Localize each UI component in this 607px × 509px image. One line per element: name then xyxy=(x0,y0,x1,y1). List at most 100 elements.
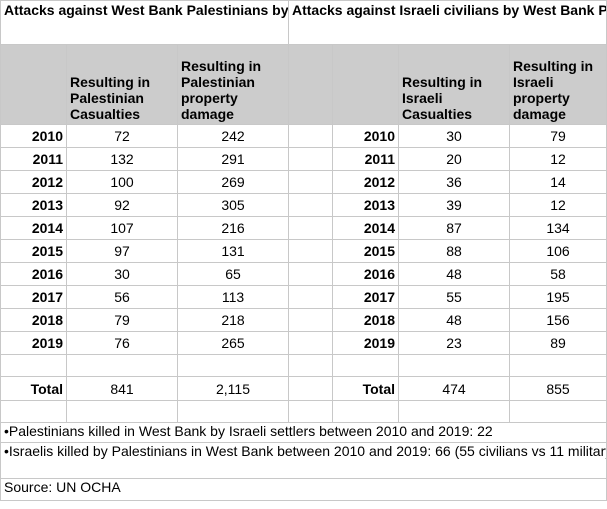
empty-cell[interactable] xyxy=(398,354,510,377)
empty-cell[interactable] xyxy=(332,400,399,423)
right-damage-cell[interactable]: 195 xyxy=(508,285,607,309)
left-casualties-cell[interactable]: 72 xyxy=(66,124,178,148)
left-casualties-header[interactable]: Resulting in Palestinian Casualties xyxy=(66,44,178,125)
right-damage-header[interactable]: Resulting in Israeli property damage xyxy=(508,44,607,125)
empty-cell[interactable] xyxy=(288,193,333,217)
right-damage-cell[interactable]: 156 xyxy=(508,308,607,332)
right-damage-cell[interactable]: 106 xyxy=(508,239,607,263)
left-total-label[interactable]: Total xyxy=(0,376,67,401)
right-year-cell[interactable]: 2011 xyxy=(332,147,399,171)
left-year-cell[interactable]: 2017 xyxy=(0,285,67,309)
right-year-cell[interactable]: 2018 xyxy=(332,308,399,332)
left-damage-cell[interactable]: 131 xyxy=(177,239,289,263)
right-damage-cell[interactable]: 12 xyxy=(508,147,607,171)
empty-cell[interactable] xyxy=(288,147,333,171)
right-year-cell[interactable]: 2019 xyxy=(332,331,399,355)
left-damage-cell[interactable]: 265 xyxy=(177,331,289,355)
right-total-damage[interactable]: 855 xyxy=(508,376,607,401)
empty-cell[interactable] xyxy=(288,170,333,194)
left-damage-cell[interactable]: 291 xyxy=(177,147,289,171)
right-year-cell[interactable]: 2016 xyxy=(332,262,399,286)
left-casualties-cell[interactable]: 97 xyxy=(66,239,178,263)
right-casualties-cell[interactable]: 30 xyxy=(398,124,510,148)
empty-cell[interactable] xyxy=(0,400,67,423)
left-year-cell[interactable]: 2018 xyxy=(0,308,67,332)
left-year-cell[interactable]: 2015 xyxy=(0,239,67,263)
right-damage-cell[interactable]: 134 xyxy=(508,216,607,240)
right-total-label[interactable]: Total xyxy=(332,376,399,401)
empty-cell[interactable] xyxy=(288,239,333,263)
left-casualties-cell[interactable]: 56 xyxy=(66,285,178,309)
left-year-cell[interactable]: 2014 xyxy=(0,216,67,240)
left-damage-cell[interactable]: 216 xyxy=(177,216,289,240)
empty-cell[interactable] xyxy=(66,354,178,377)
note-israelis-killed[interactable]: •Israelis killed by Palestinians in West… xyxy=(0,442,607,479)
left-damage-cell[interactable]: 65 xyxy=(177,262,289,286)
empty-cell[interactable] xyxy=(288,331,333,355)
empty-cell[interactable] xyxy=(66,400,178,423)
left-casualties-cell[interactable]: 107 xyxy=(66,216,178,240)
right-casualties-cell[interactable]: 36 xyxy=(398,170,510,194)
left-casualties-cell[interactable]: 92 xyxy=(66,193,178,217)
left-damage-cell[interactable]: 269 xyxy=(177,170,289,194)
left-damage-cell[interactable]: 218 xyxy=(177,308,289,332)
note-palestinians-killed[interactable]: •Palestinians killed in West Bank by Isr… xyxy=(0,422,607,443)
right-casualties-header[interactable]: Resulting in Israeli Casualties xyxy=(398,44,510,125)
empty-cell[interactable] xyxy=(288,216,333,240)
empty-cell[interactable] xyxy=(398,400,510,423)
left-year-cell[interactable]: 2010 xyxy=(0,124,67,148)
left-damage-cell[interactable]: 242 xyxy=(177,124,289,148)
left-year-cell[interactable]: 2011 xyxy=(0,147,67,171)
empty-cell[interactable] xyxy=(288,400,333,423)
right-damage-cell[interactable]: 14 xyxy=(508,170,607,194)
right-casualties-cell[interactable]: 87 xyxy=(398,216,510,240)
empty-cell[interactable] xyxy=(177,354,289,377)
header-blank-cell[interactable] xyxy=(332,44,399,125)
right-casualties-cell[interactable]: 23 xyxy=(398,331,510,355)
right-total-casualties[interactable]: 474 xyxy=(398,376,510,401)
left-year-cell[interactable]: 2016 xyxy=(0,262,67,286)
empty-cell[interactable] xyxy=(288,262,333,286)
left-total-casualties[interactable]: 841 xyxy=(66,376,178,401)
empty-cell[interactable] xyxy=(0,354,67,377)
left-year-cell[interactable]: 2019 xyxy=(0,331,67,355)
right-year-cell[interactable]: 2013 xyxy=(332,193,399,217)
empty-cell[interactable] xyxy=(332,354,399,377)
right-casualties-cell[interactable]: 88 xyxy=(398,239,510,263)
empty-cell[interactable] xyxy=(288,124,333,148)
header-blank-cell[interactable] xyxy=(288,44,333,125)
empty-cell[interactable] xyxy=(288,354,333,377)
left-year-cell[interactable]: 2013 xyxy=(0,193,67,217)
left-table-title[interactable]: Attacks against West Bank Palestinians b… xyxy=(0,0,289,45)
empty-cell[interactable] xyxy=(288,376,333,401)
right-casualties-cell[interactable]: 39 xyxy=(398,193,510,217)
left-casualties-cell[interactable]: 132 xyxy=(66,147,178,171)
empty-cell[interactable] xyxy=(508,354,607,377)
empty-cell[interactable] xyxy=(288,308,333,332)
empty-cell[interactable] xyxy=(288,285,333,309)
left-damage-header[interactable]: Resulting in Palestinian property damage xyxy=(177,44,289,125)
left-total-damage[interactable]: 2,115 xyxy=(177,376,289,401)
right-casualties-cell[interactable]: 55 xyxy=(398,285,510,309)
header-blank-cell[interactable] xyxy=(0,44,67,125)
left-casualties-cell[interactable]: 76 xyxy=(66,331,178,355)
right-year-cell[interactable]: 2014 xyxy=(332,216,399,240)
right-casualties-cell[interactable]: 48 xyxy=(398,262,510,286)
right-year-cell[interactable]: 2015 xyxy=(332,239,399,263)
right-damage-cell[interactable]: 79 xyxy=(508,124,607,148)
right-casualties-cell[interactable]: 48 xyxy=(398,308,510,332)
left-casualties-cell[interactable]: 100 xyxy=(66,170,178,194)
empty-cell[interactable] xyxy=(508,400,607,423)
right-year-cell[interactable]: 2012 xyxy=(332,170,399,194)
right-casualties-cell[interactable]: 20 xyxy=(398,147,510,171)
left-damage-cell[interactable]: 305 xyxy=(177,193,289,217)
right-damage-cell[interactable]: 12 xyxy=(508,193,607,217)
right-damage-cell[interactable]: 58 xyxy=(508,262,607,286)
left-casualties-cell[interactable]: 79 xyxy=(66,308,178,332)
empty-cell[interactable] xyxy=(177,400,289,423)
right-damage-cell[interactable]: 89 xyxy=(508,331,607,355)
left-damage-cell[interactable]: 113 xyxy=(177,285,289,309)
left-year-cell[interactable]: 2012 xyxy=(0,170,67,194)
right-table-title[interactable]: Attacks against Israeli civilians by Wes… xyxy=(287,0,607,45)
left-casualties-cell[interactable]: 30 xyxy=(66,262,178,286)
